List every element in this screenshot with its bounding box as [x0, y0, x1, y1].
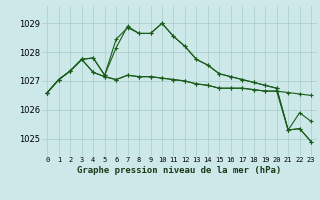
X-axis label: Graphe pression niveau de la mer (hPa): Graphe pression niveau de la mer (hPa) — [77, 166, 281, 175]
